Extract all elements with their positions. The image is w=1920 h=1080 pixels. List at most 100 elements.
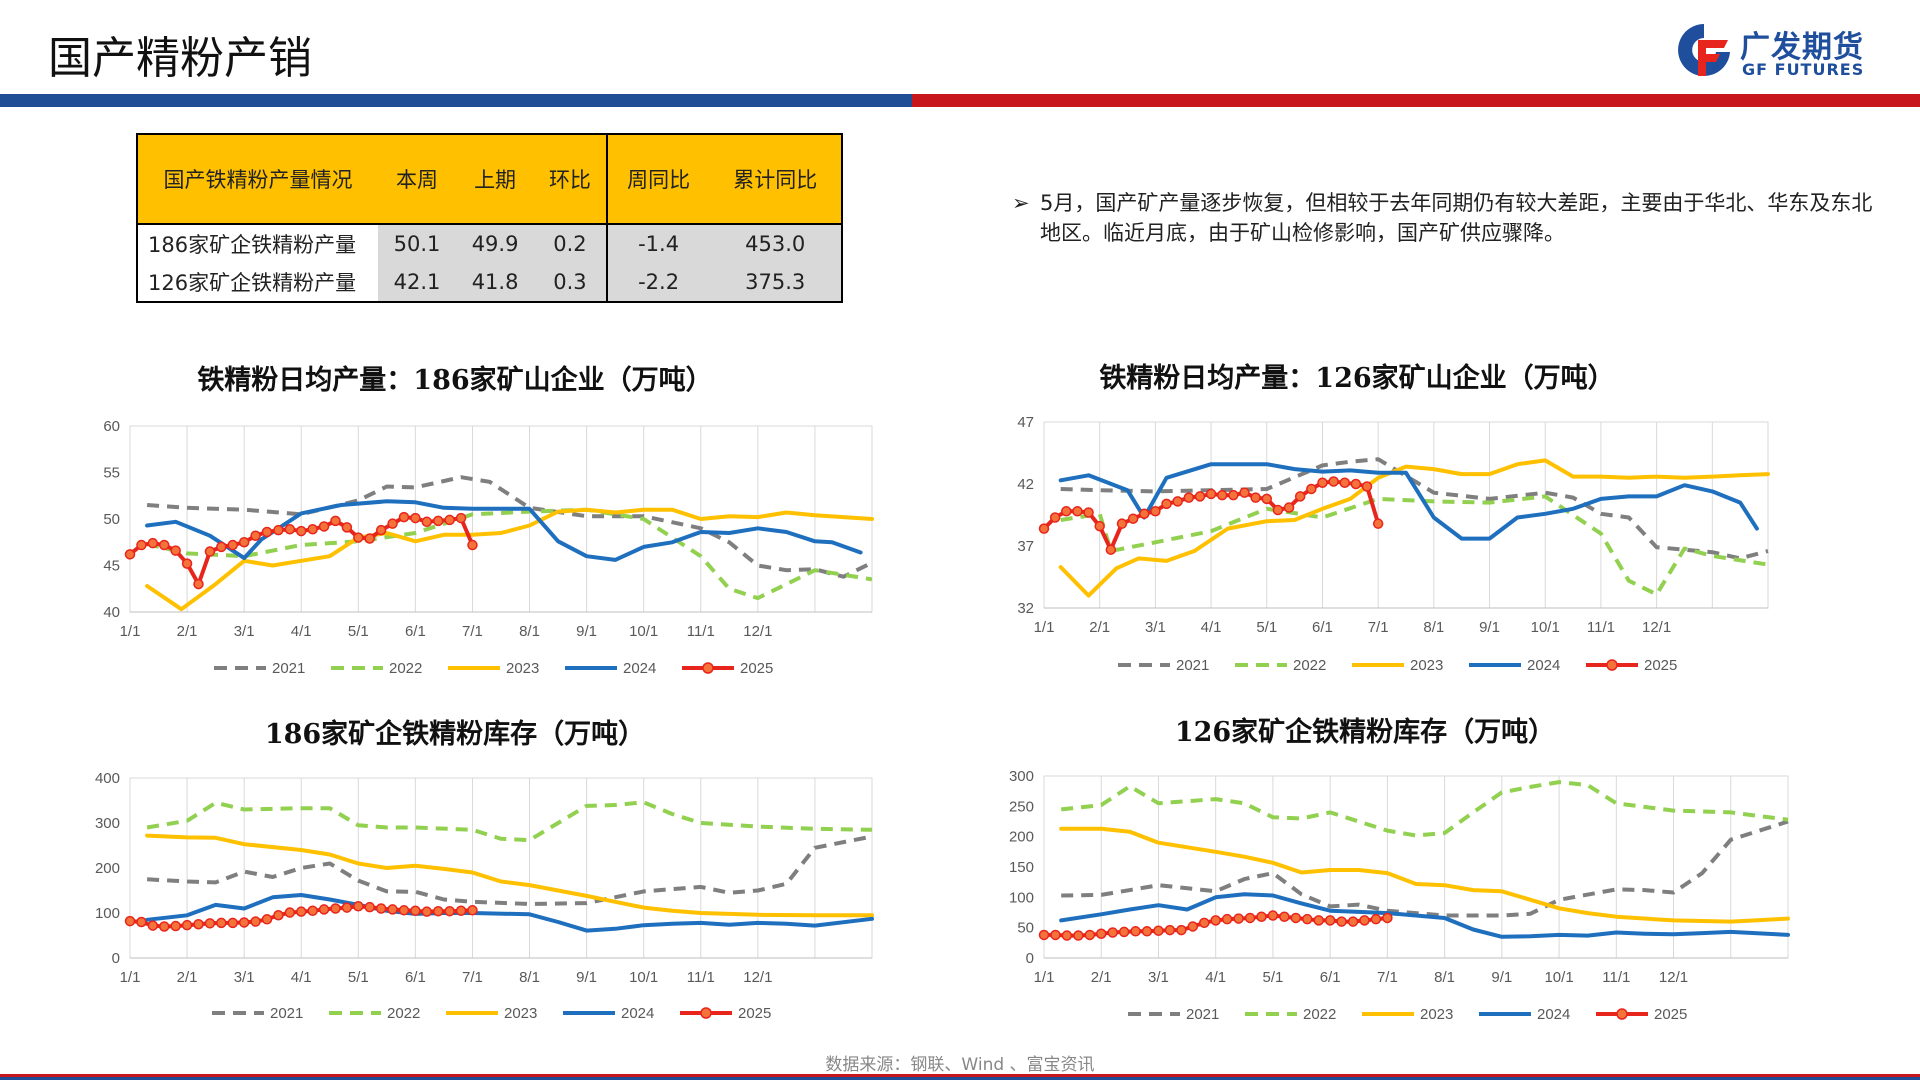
x-tick-label: 9/1 <box>1479 619 1500 636</box>
data-point-2025 <box>307 523 318 535</box>
x-tick-label: 7/1 <box>1368 619 1389 636</box>
data-point-2025 <box>227 539 238 551</box>
data-point-2025 <box>136 539 147 551</box>
legend-marker <box>1616 1008 1628 1020</box>
x-tick-label: 11/1 <box>1602 969 1630 986</box>
data-point-2025 <box>341 902 353 913</box>
x-tick-label: 1/1 <box>120 623 141 640</box>
y-tick-label: 0 <box>1026 950 1034 967</box>
data-point-2025 <box>341 522 353 533</box>
data-point-2025 <box>1172 496 1183 507</box>
x-tick-label: 7/1 <box>462 623 483 640</box>
data-point-2025 <box>1161 498 1172 510</box>
legend-label: 2023 <box>1410 657 1443 674</box>
x-tick-label: 8/1 <box>519 969 540 986</box>
data-point-2025 <box>375 524 387 536</box>
series-line-2022 <box>146 800 873 843</box>
x-tick-label: 5/1 <box>348 623 369 640</box>
x-tick-label: 9/1 <box>1491 969 1512 986</box>
data-point-2025 <box>1361 481 1373 492</box>
chart-title-inventory-186: 186家矿企铁精粉库存（万吨） <box>264 719 646 750</box>
data-source: 数据来源：钢联、Wind 、富宝资讯 <box>825 1055 1095 1075</box>
chart-title-production-186: 铁精粉日均产量：186家矿山企业（万吨） <box>197 365 713 396</box>
data-point-2025 <box>1038 523 1050 534</box>
series-line-2023 <box>1058 458 1770 598</box>
data-point-2025 <box>330 903 341 914</box>
company-logo: 广发期货 GF FUTURES <box>1674 18 1874 82</box>
inventory-126-chart: 0 50 100 150 200 250 300 1/1 2/1 3/1 4/1 5/1 6/1 7/1 8… <box>1009 768 1790 1023</box>
production-186-chart: 40 45 50 55 60 1/1 2/1 3/1 4/1 5/1 6/1 7/1 8/1 9/1 10/… <box>103 418 874 677</box>
data-point-2025 <box>1228 489 1239 501</box>
x-tick-label: 12/1 <box>1642 619 1671 636</box>
x-tick-label: 3/1 <box>234 969 255 986</box>
y-tick-label: 200 <box>1009 829 1034 846</box>
x-tick-label: 8/1 <box>1423 619 1444 636</box>
x-tick-label: 12/1 <box>1659 969 1688 986</box>
legend-label: 2022 <box>387 1005 420 1022</box>
y-tick-label: 300 <box>95 815 120 832</box>
data-point-2025 <box>330 515 341 527</box>
data-point-2025 <box>1095 928 1107 939</box>
data-point-2025 <box>1210 915 1221 926</box>
data-point-2025 <box>1038 929 1050 941</box>
series-line-2021 <box>1061 819 1789 918</box>
header-bar-blue <box>0 94 912 107</box>
gf-logo-icon <box>1678 24 1730 76</box>
data-point-2025 <box>353 532 364 543</box>
data-point-2025 <box>238 537 250 548</box>
data-point-2025 <box>1107 927 1118 938</box>
data-point-2025 <box>364 901 375 913</box>
y-tick-label: 45 <box>103 558 120 575</box>
data-point-2025 <box>181 919 193 931</box>
data-point-2025 <box>216 541 227 553</box>
data-point-2025 <box>398 511 410 523</box>
y-tick-label: 37 <box>1017 538 1034 555</box>
chart-title-inventory-126: 126家矿企铁精粉库存（万吨） <box>1174 717 1556 748</box>
commentary-note: ➢ 5月，国产矿产量逐步恢复，但相较于去年同期仍有较大差距，主要由于华北、华东及… <box>1012 188 1892 248</box>
table-cell: 126家矿企铁精粉产量 <box>137 263 378 302</box>
plot-area <box>129 777 873 959</box>
y-tick-label: 100 <box>1009 889 1034 906</box>
data-point-2025 <box>318 904 330 915</box>
data-point-2025 <box>1372 518 1384 529</box>
legend-label: 2022 <box>1303 1006 1336 1023</box>
data-point-2025 <box>158 539 170 551</box>
legend-label: 2021 <box>270 1005 303 1022</box>
y-tick-label: 50 <box>103 511 120 528</box>
data-point-2025 <box>1328 476 1339 487</box>
commentary-text: 5月，国产矿产量逐步恢复，但相较于去年同期仍有较大差距，主要由于华北、华东及东北… <box>1040 191 1873 245</box>
data-point-2025 <box>124 915 136 927</box>
table-header-cell: 上期 <box>456 134 535 224</box>
data-point-2025 <box>238 917 250 928</box>
series-line-2022 <box>146 507 873 601</box>
data-point-2025 <box>1153 925 1164 936</box>
bullet-arrow-icon: ➢ <box>1012 191 1030 215</box>
table-cell: 50.1 <box>378 223 457 263</box>
data-point-2025 <box>432 905 444 917</box>
x-tick-label: 4/1 <box>291 969 312 986</box>
data-point-2025 <box>227 917 238 929</box>
data-point-2025 <box>432 515 444 527</box>
y-tick-label: 47 <box>1017 414 1034 431</box>
x-tick-label: 6/1 <box>1312 619 1333 636</box>
legend-marker <box>702 662 714 674</box>
data-point-2025 <box>1083 507 1094 518</box>
data-point-2025 <box>1049 512 1061 523</box>
y-tick-label: 50 <box>1017 920 1034 937</box>
legend-label: 2024 <box>1527 657 1560 674</box>
data-point-2025 <box>1302 913 1313 925</box>
x-tick-label: 11/1 <box>1587 619 1615 636</box>
data-point-2025 <box>307 905 318 916</box>
data-point-2025 <box>124 549 136 560</box>
data-point-2025 <box>1141 926 1153 937</box>
table-header-cell: 周同比 <box>605 134 710 224</box>
x-tick-label: 5/1 <box>348 969 369 986</box>
legend-label: 2025 <box>1644 657 1677 674</box>
legend-label: 2024 <box>623 660 656 677</box>
y-tick-label: 32 <box>1017 600 1034 617</box>
data-point-2025 <box>273 524 284 536</box>
table-header-cell: 累计同比 <box>709 134 842 224</box>
inventory-186-chart: 0 100 200 300 400 1/1 2/1 3/1 4/1 5/1 6/1 7/1 8/1 9/1… <box>95 770 874 1022</box>
data-point-2025 <box>398 905 410 916</box>
data-point-2025 <box>421 906 433 917</box>
